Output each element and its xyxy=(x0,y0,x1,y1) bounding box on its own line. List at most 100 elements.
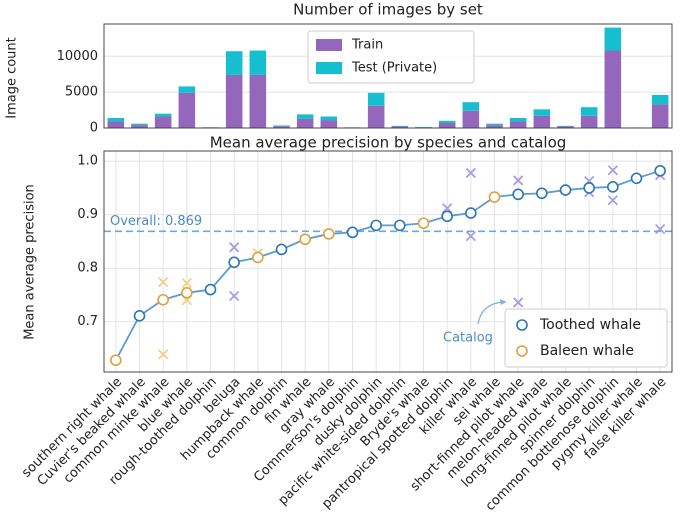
bar-segment xyxy=(486,123,503,126)
map-point xyxy=(583,182,595,194)
map-point xyxy=(299,233,311,246)
bar-segment xyxy=(557,125,574,127)
catalog-cross xyxy=(513,297,524,308)
overall-label: Overall: 0.869 xyxy=(110,214,202,229)
map-point xyxy=(157,293,169,306)
y-tick-label: 1.0 xyxy=(77,154,98,169)
bar-segment xyxy=(651,95,669,105)
bar-segment xyxy=(438,120,456,123)
bar-segment xyxy=(273,125,290,127)
bar-segment xyxy=(154,116,172,128)
bar-segment xyxy=(509,117,527,122)
legend-label: Baleen whale xyxy=(540,343,634,359)
bar-segment xyxy=(178,86,196,93)
y-tick-label: 5000 xyxy=(65,85,98,100)
bar-segment xyxy=(273,126,290,128)
bar-segment xyxy=(509,121,527,128)
legend-label: Train xyxy=(351,38,383,53)
bar-segment xyxy=(533,115,551,128)
bar-segment xyxy=(604,50,622,128)
bar-segment xyxy=(249,74,267,128)
bar-segment xyxy=(178,92,196,128)
map-point xyxy=(417,217,430,230)
bar-segment xyxy=(249,50,267,75)
bar-segment xyxy=(486,125,503,128)
map-point xyxy=(630,172,643,185)
bar-segment xyxy=(320,120,338,128)
bar-segment xyxy=(391,126,409,128)
map-point xyxy=(346,226,359,239)
bar-segment xyxy=(107,117,125,122)
bar-segment xyxy=(131,123,148,126)
map-point xyxy=(559,184,572,196)
map-point xyxy=(394,219,406,232)
y-tick-label: 0.8 xyxy=(77,261,98,276)
bar-segment xyxy=(438,122,456,128)
legend-swatch xyxy=(316,39,342,51)
bar-segment xyxy=(320,116,338,121)
legend: Toothed whale Baleen whale xyxy=(504,308,668,368)
map-point xyxy=(323,228,335,240)
bottom-title: Mean average precision by species and ca… xyxy=(210,134,567,152)
map-point xyxy=(370,219,382,232)
map-point xyxy=(275,243,288,256)
map-point xyxy=(607,181,619,193)
bar-segment xyxy=(367,92,385,106)
map-point xyxy=(204,283,217,296)
legend-box xyxy=(307,30,475,84)
legend-box xyxy=(504,308,668,368)
bar-segment xyxy=(391,125,409,127)
legend: Train Test (Private) xyxy=(307,30,475,84)
bar-segment xyxy=(225,51,243,75)
bar-segment xyxy=(580,107,598,116)
map-point xyxy=(488,191,501,203)
y-tick-label: 0 xyxy=(90,121,98,136)
bar-segment xyxy=(225,74,243,128)
catalog-cross xyxy=(158,349,169,360)
bar-segment xyxy=(580,115,598,128)
map-point xyxy=(181,287,193,299)
catalog-cross xyxy=(181,278,192,289)
plot-frame xyxy=(103,150,673,373)
map-point xyxy=(110,354,122,367)
legend-marker xyxy=(516,345,528,357)
legend-label: Toothed whale xyxy=(539,317,641,333)
bar-segment xyxy=(296,114,314,119)
legend-label: Test (Private) xyxy=(351,61,437,76)
bar-segment xyxy=(557,126,574,128)
bar-segment xyxy=(651,104,669,128)
bar-segment xyxy=(604,27,622,51)
map-point xyxy=(441,210,453,223)
legend-swatch xyxy=(316,62,342,74)
bar-segment xyxy=(296,118,314,128)
annotation-arrowhead xyxy=(500,299,506,305)
map-point xyxy=(536,187,548,200)
map-point xyxy=(133,310,146,322)
catalog-cross xyxy=(465,167,476,179)
map-point xyxy=(465,207,477,219)
y-tick-label: 10000 xyxy=(57,49,98,64)
bar-segment xyxy=(154,113,172,117)
bar-segment xyxy=(462,102,480,111)
catalog-cross xyxy=(442,203,453,214)
bar-segment xyxy=(131,125,148,128)
catalog-cross xyxy=(607,165,618,176)
bar-segment xyxy=(462,110,480,128)
annotation-arrow xyxy=(477,301,507,325)
top-title: Number of images by set xyxy=(293,1,483,19)
catalog-cross xyxy=(158,276,169,288)
bar-segment xyxy=(107,121,125,128)
top-y-label: Image count xyxy=(5,37,20,119)
y-tick-label: 0.9 xyxy=(77,207,98,222)
bar-segment xyxy=(367,105,385,128)
plot-frame xyxy=(103,23,673,129)
catalog-cross xyxy=(655,223,666,235)
catalog-cross xyxy=(465,230,476,242)
y-tick-label: 0.7 xyxy=(77,314,98,329)
annotation: Catalog xyxy=(443,331,493,346)
catalog-cross xyxy=(229,290,240,302)
map-point xyxy=(512,188,524,201)
legend-marker xyxy=(516,319,528,331)
